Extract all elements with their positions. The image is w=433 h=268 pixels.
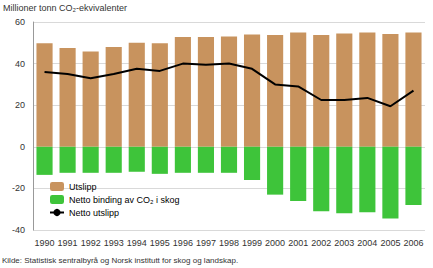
svg-text:2003: 2003 — [334, 238, 354, 248]
svg-text:1996: 1996 — [173, 238, 193, 248]
svg-text:1992: 1992 — [81, 238, 101, 248]
svg-text:Utslipp: Utslipp — [69, 182, 97, 192]
svg-text:1997: 1997 — [196, 238, 216, 248]
svg-text:20: 20 — [15, 100, 25, 110]
svg-text:Kilde: Statistisk sentralbyrå: Kilde: Statistisk sentralbyrå og Norsk i… — [2, 256, 238, 265]
svg-text:1995: 1995 — [150, 238, 170, 248]
svg-text:0: 0 — [20, 142, 25, 152]
svg-text:Netto binding av CO₂ i skog: Netto binding av CO₂ i skog — [69, 195, 180, 205]
svg-text:Millioner tonn CO₂-ekvivalente: Millioner tonn CO₂-ekvivalenter — [3, 3, 127, 13]
svg-text:Netto utslipp: Netto utslipp — [69, 208, 119, 218]
svg-text:60: 60 — [15, 17, 25, 27]
svg-text:2005: 2005 — [380, 238, 400, 248]
svg-text:1999: 1999 — [242, 238, 262, 248]
svg-text:2001: 2001 — [288, 238, 308, 248]
svg-text:-40: -40 — [12, 225, 25, 235]
svg-text:2000: 2000 — [265, 238, 285, 248]
svg-text:1998: 1998 — [219, 238, 239, 248]
svg-text:2006: 2006 — [403, 238, 423, 248]
svg-text:40: 40 — [15, 59, 25, 69]
svg-text:-20: -20 — [12, 183, 25, 193]
svg-text:1993: 1993 — [104, 238, 124, 248]
svg-text:2004: 2004 — [357, 238, 377, 248]
svg-text:1991: 1991 — [58, 238, 78, 248]
svg-text:2002: 2002 — [311, 238, 331, 248]
svg-text:1990: 1990 — [35, 238, 55, 248]
svg-text:1994: 1994 — [127, 238, 147, 248]
